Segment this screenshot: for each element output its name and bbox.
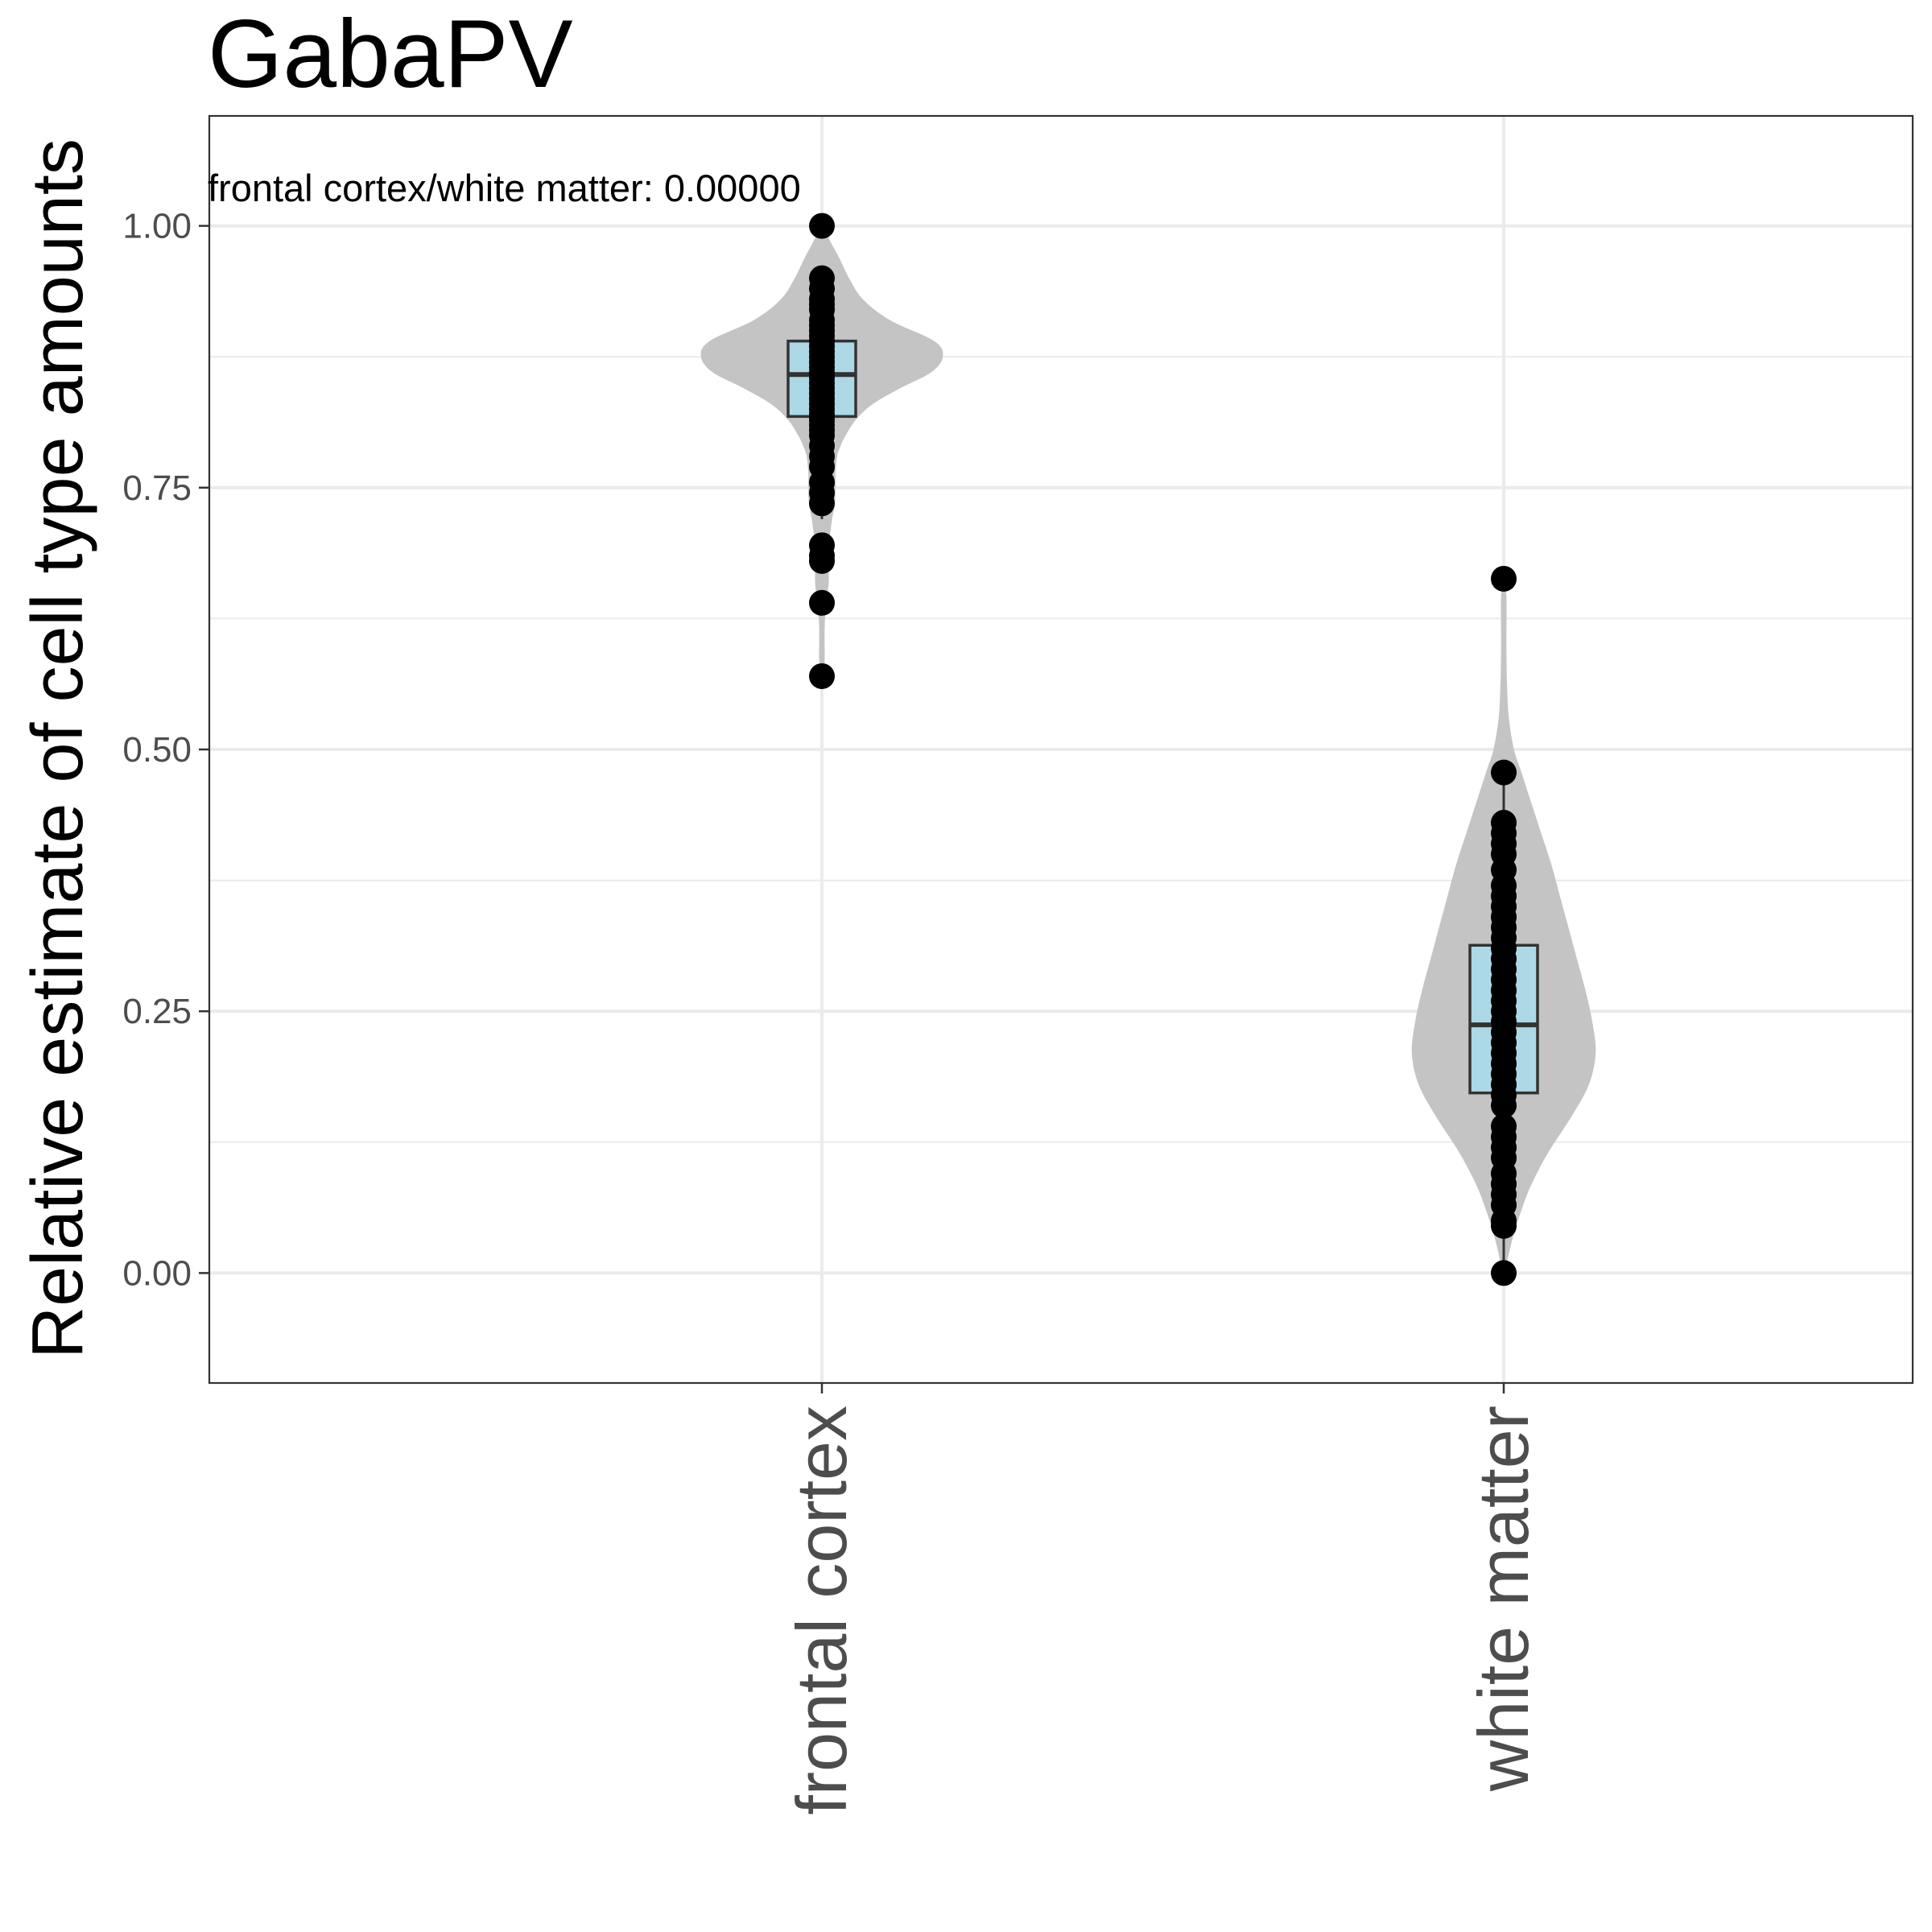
axes: 0.00 0.25 0.50 0.75 1.00 frontal cortex white … [122, 207, 1543, 1815]
data-point-frontal-cortex [809, 547, 835, 574]
y-tick-label: 0.00 [122, 1253, 192, 1293]
y-tick-label: 1.00 [122, 207, 192, 246]
data-point-white-matter [1491, 565, 1517, 592]
data-points [809, 213, 1517, 1286]
data-point-white-matter [1491, 759, 1517, 786]
data-point-frontal-cortex [809, 589, 835, 616]
y-axis-label: Relative estimate of cell type amounts [18, 138, 98, 1359]
grid-lines [209, 116, 1913, 1383]
comparison-annotation: frontal cortex/white matter: 0.00000 [208, 167, 801, 209]
x-tick-label: white matter [1463, 1406, 1543, 1792]
data-point-frontal-cortex [809, 663, 835, 689]
data-point-white-matter [1491, 1092, 1517, 1119]
y-tick-label: 0.75 [122, 469, 192, 508]
data-point-frontal-cortex [809, 490, 835, 517]
x-tick-label: frontal cortex [782, 1406, 861, 1815]
data-point-frontal-cortex [809, 213, 835, 239]
y-tick-label: 0.25 [122, 992, 192, 1031]
chart-title: GabaPV [208, 0, 573, 108]
data-point-white-matter [1491, 1260, 1517, 1286]
data-point-white-matter [1491, 1212, 1517, 1239]
y-tick-label: 0.50 [122, 730, 192, 770]
